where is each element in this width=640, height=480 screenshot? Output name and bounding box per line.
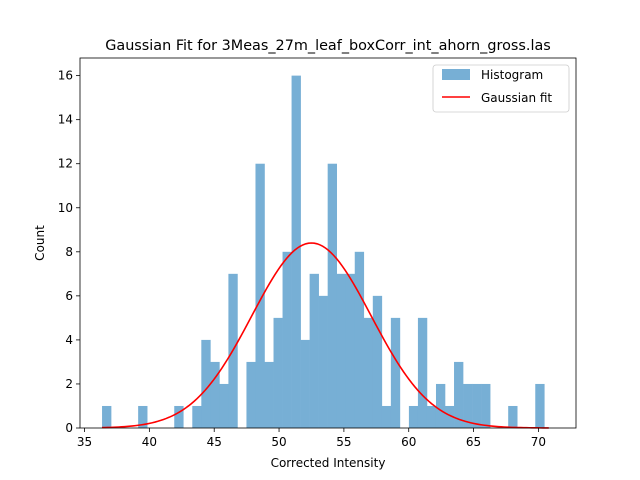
histogram-bar	[273, 317, 283, 428]
histogram-bar	[363, 317, 374, 428]
histogram-bar	[210, 361, 220, 428]
y-axis-ticks: 0 2 4 6 8 10 12 14 16	[58, 69, 80, 435]
x-tick-label: 35	[77, 435, 92, 449]
histogram-bar	[472, 383, 482, 428]
histogram-bar	[201, 339, 211, 428]
histogram-bar	[336, 273, 347, 428]
histogram-bar	[535, 383, 545, 428]
x-tick-label: 55	[336, 435, 351, 449]
x-tick-label: 65	[466, 435, 481, 449]
x-tick-label: 60	[401, 435, 416, 449]
histogram-bar	[390, 317, 401, 428]
histogram-bar	[327, 163, 338, 428]
histogram-bar	[381, 405, 392, 428]
y-tick-label: 6	[65, 289, 73, 303]
x-axis-label: Corrected Intensity	[271, 456, 386, 470]
x-tick-label: 45	[207, 435, 222, 449]
histogram-bar	[138, 405, 148, 428]
histogram-bar	[246, 361, 256, 428]
y-tick-label: 14	[58, 113, 73, 127]
y-tick-label: 2	[65, 377, 73, 391]
y-axis-label: Count	[33, 225, 47, 261]
histogram-bar	[102, 405, 112, 428]
histogram-bar	[445, 405, 455, 428]
x-tick-label: 40	[142, 435, 157, 449]
histogram-bar	[174, 405, 184, 428]
histogram-bar	[417, 317, 428, 428]
gaussian-fit-line	[102, 242, 549, 429]
histogram-bar	[291, 75, 301, 428]
histogram-bar	[354, 251, 365, 428]
y-tick-label: 0	[65, 421, 73, 435]
x-tick-label: 50	[271, 435, 286, 449]
histogram-bar	[426, 405, 437, 428]
y-tick-label: 12	[58, 157, 73, 171]
histogram-bar	[219, 383, 229, 428]
histogram-bar	[481, 383, 491, 428]
histogram-bar	[345, 273, 356, 428]
x-axis-ticks: 35 40 45 50 55 60 65 70	[77, 428, 546, 449]
legend: Histogram Gaussian fit	[432, 64, 570, 113]
y-tick-label: 4	[65, 333, 73, 347]
y-tick-label: 10	[58, 201, 73, 215]
histogram-bar	[192, 405, 202, 428]
y-tick-label: 16	[58, 69, 73, 83]
y-tick-label: 8	[65, 245, 73, 259]
histogram-bar	[318, 295, 328, 428]
histogram-bar	[309, 273, 319, 428]
histogram-bar	[463, 383, 473, 428]
x-tick-label: 70	[531, 435, 546, 449]
legend-histogram-swatch	[442, 69, 470, 80]
legend-histogram-label: Histogram	[481, 68, 543, 82]
histogram-bar	[508, 405, 518, 428]
chart-title: Gaussian Fit for 3Meas_27m_leaf_boxCorr_…	[105, 38, 551, 54]
histogram-bar	[454, 361, 464, 428]
plot-frame	[79, 57, 577, 429]
legend-gaussian-fit-label: Gaussian fit	[481, 91, 552, 105]
histogram-bar	[264, 361, 274, 428]
histogram-bar	[372, 295, 383, 428]
histogram-bar	[300, 339, 310, 428]
histogram-bar	[408, 405, 419, 428]
histogram-bar	[255, 163, 265, 428]
histogram-bar	[435, 383, 446, 428]
histogram-bar	[282, 251, 292, 428]
